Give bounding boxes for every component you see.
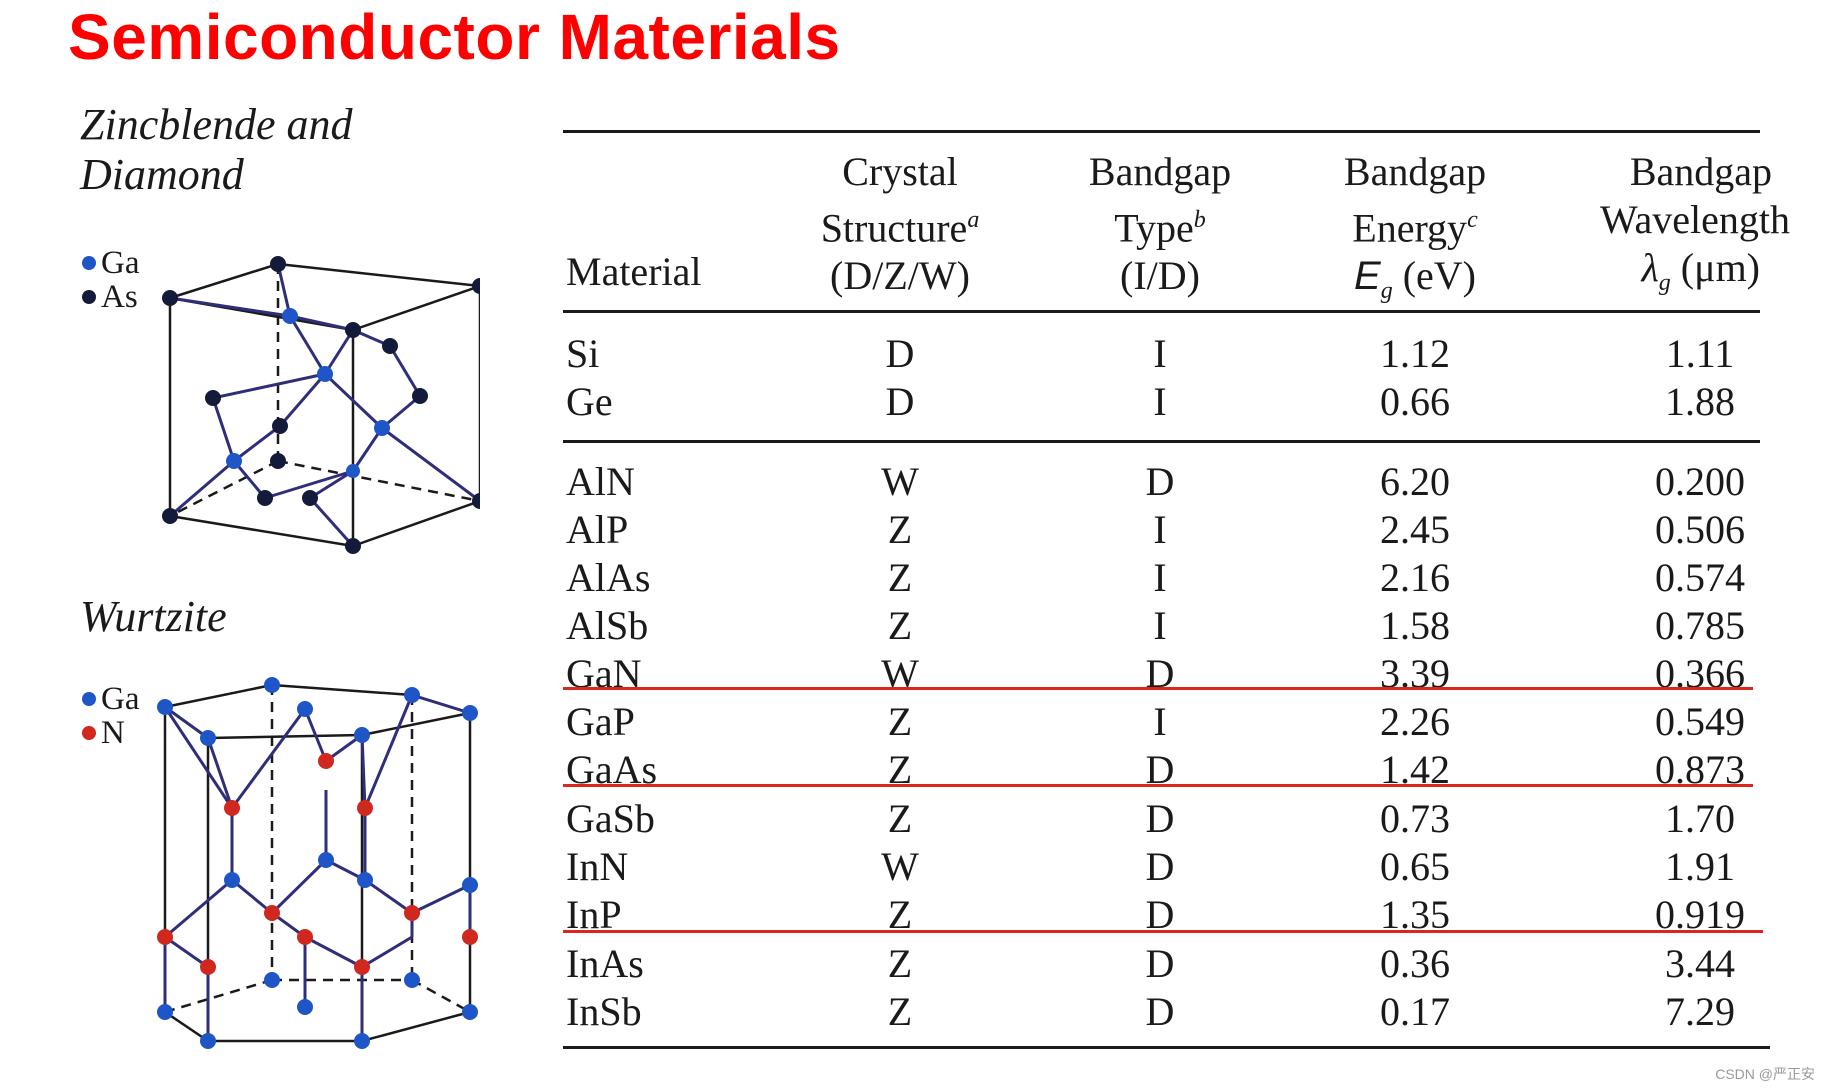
cell-energy: 0.73 <box>1380 796 1450 841</box>
cell-wavelength: 0.366 <box>1655 651 1745 696</box>
cell-type: D <box>1145 941 1175 986</box>
cell-energy: 0.65 <box>1380 844 1450 889</box>
cell-energy: 2.45 <box>1380 507 1450 552</box>
header-crystal-structure: Crystal Structurea (D/Z/W) <box>820 149 980 299</box>
cell-structure: Z <box>887 796 913 841</box>
cell-material: InSb <box>566 989 642 1034</box>
legend-item-as: As <box>82 280 139 314</box>
cell-type: I <box>1153 331 1167 376</box>
cell-structure: W <box>881 844 919 889</box>
cell-wavelength: 1.91 <box>1665 844 1735 889</box>
cell-type: I <box>1153 555 1167 600</box>
cell-energy: 3.39 <box>1380 651 1450 696</box>
cell-material: AlN <box>566 459 635 504</box>
cell-type: D <box>1145 459 1175 504</box>
cell-structure: Z <box>887 699 913 744</box>
cell-structure: Z <box>887 941 913 986</box>
watermark: CSDN @严正安 <box>1715 1066 1815 1082</box>
cell-structure: D <box>885 379 915 424</box>
header-material: Material <box>566 249 702 294</box>
legend-item-ga: Ga <box>82 246 139 280</box>
cell-energy: 0.17 <box>1380 989 1450 1034</box>
cell-type: I <box>1153 699 1167 744</box>
cell-wavelength: 1.11 <box>1665 331 1735 376</box>
cell-structure: Z <box>887 892 913 937</box>
cell-material: AlAs <box>566 555 651 600</box>
cell-wavelength: 0.785 <box>1655 603 1745 648</box>
cell-wavelength: 1.88 <box>1665 379 1735 424</box>
zincblende-caption-line1: Zincblende and <box>80 100 353 149</box>
cell-energy: 1.12 <box>1380 331 1450 376</box>
cell-wavelength: 3.44 <box>1665 941 1735 986</box>
legend-label-n: N <box>101 715 125 751</box>
wurtzite-legend: Ga N <box>82 682 139 750</box>
ga-atom-icon <box>82 256 96 270</box>
cell-wavelength: 7.29 <box>1665 989 1735 1034</box>
cell-wavelength: 0.574 <box>1655 555 1745 600</box>
cell-material: GaSb <box>566 796 655 841</box>
header-bandgap-energy: Bandgap Energyc Eg (eV) <box>1343 149 1487 305</box>
cell-type: D <box>1145 989 1175 1034</box>
highlight-line <box>563 930 1763 933</box>
cell-wavelength: 1.70 <box>1665 796 1735 841</box>
as-atom-icon <box>82 290 96 304</box>
cell-type: D <box>1145 844 1175 889</box>
cell-type: D <box>1145 892 1175 937</box>
cell-type: I <box>1153 603 1167 648</box>
legend-label-ga: Ga <box>101 245 140 281</box>
cell-energy: 0.66 <box>1380 379 1450 424</box>
zincblende-legend: Ga As <box>82 246 139 314</box>
cell-material: GaP <box>566 699 635 744</box>
cell-material: Si <box>566 331 600 376</box>
cell-wavelength: 0.549 <box>1655 699 1745 744</box>
legend-label-as: As <box>101 279 138 315</box>
cell-type: D <box>1145 796 1175 841</box>
wurtzite-crystal-diagram <box>157 677 478 1049</box>
legend-item-ga-w: Ga <box>82 682 139 716</box>
wurtzite-caption: Wurtzite <box>80 592 227 641</box>
cell-energy: 1.58 <box>1380 603 1450 648</box>
cell-material: AlSb <box>566 603 649 648</box>
zincblende-caption: Zincblende and Diamond <box>80 100 353 200</box>
legend-label-ga-w: Ga <box>101 681 140 717</box>
ga-atom-icon <box>82 692 96 706</box>
cell-material: AlP <box>566 507 629 552</box>
n-atom-icon <box>82 726 96 740</box>
cell-material: InP <box>566 892 622 937</box>
cell-type: D <box>1145 651 1175 696</box>
cell-material: InAs <box>566 941 644 986</box>
cell-structure: Z <box>887 507 913 552</box>
cell-wavelength: 0.506 <box>1655 507 1745 552</box>
cell-material: InN <box>566 844 629 889</box>
cell-structure: D <box>885 331 915 376</box>
cell-material: GaN <box>566 651 642 696</box>
cell-type: I <box>1153 379 1167 424</box>
header-bandgap-type: Bandgap Typeb (I/D) <box>1088 149 1232 299</box>
cell-energy: 2.16 <box>1380 555 1450 600</box>
cell-energy: 6.20 <box>1380 459 1450 504</box>
cell-energy: 1.35 <box>1380 892 1450 937</box>
table-header-rule <box>563 310 1760 313</box>
header-bandgap-wavelength: Bandgap Wavelength λg (μm) <box>1599 149 1790 296</box>
table-group-rule <box>563 440 1760 443</box>
zincblende-crystal-diagram <box>162 256 480 554</box>
cell-structure: Z <box>887 555 913 600</box>
highlight-line <box>563 784 1753 787</box>
table-bottom-rule <box>563 1046 1770 1049</box>
legend-item-n: N <box>82 716 139 750</box>
cell-structure: W <box>881 459 919 504</box>
cell-wavelength: 0.200 <box>1655 459 1745 504</box>
cell-structure: W <box>881 651 919 696</box>
cell-energy: 0.36 <box>1380 941 1450 986</box>
cell-energy: 2.26 <box>1380 699 1450 744</box>
table-top-rule <box>563 130 1760 133</box>
cell-structure: Z <box>887 603 913 648</box>
cell-structure: Z <box>887 989 913 1034</box>
highlight-line <box>563 687 1753 690</box>
zincblende-caption-line2: Diamond <box>80 150 244 199</box>
slide-title: Semiconductor Materials <box>68 1 841 73</box>
cell-material: Ge <box>566 379 613 424</box>
cell-wavelength: 0.919 <box>1655 892 1745 937</box>
cell-type: I <box>1153 507 1167 552</box>
